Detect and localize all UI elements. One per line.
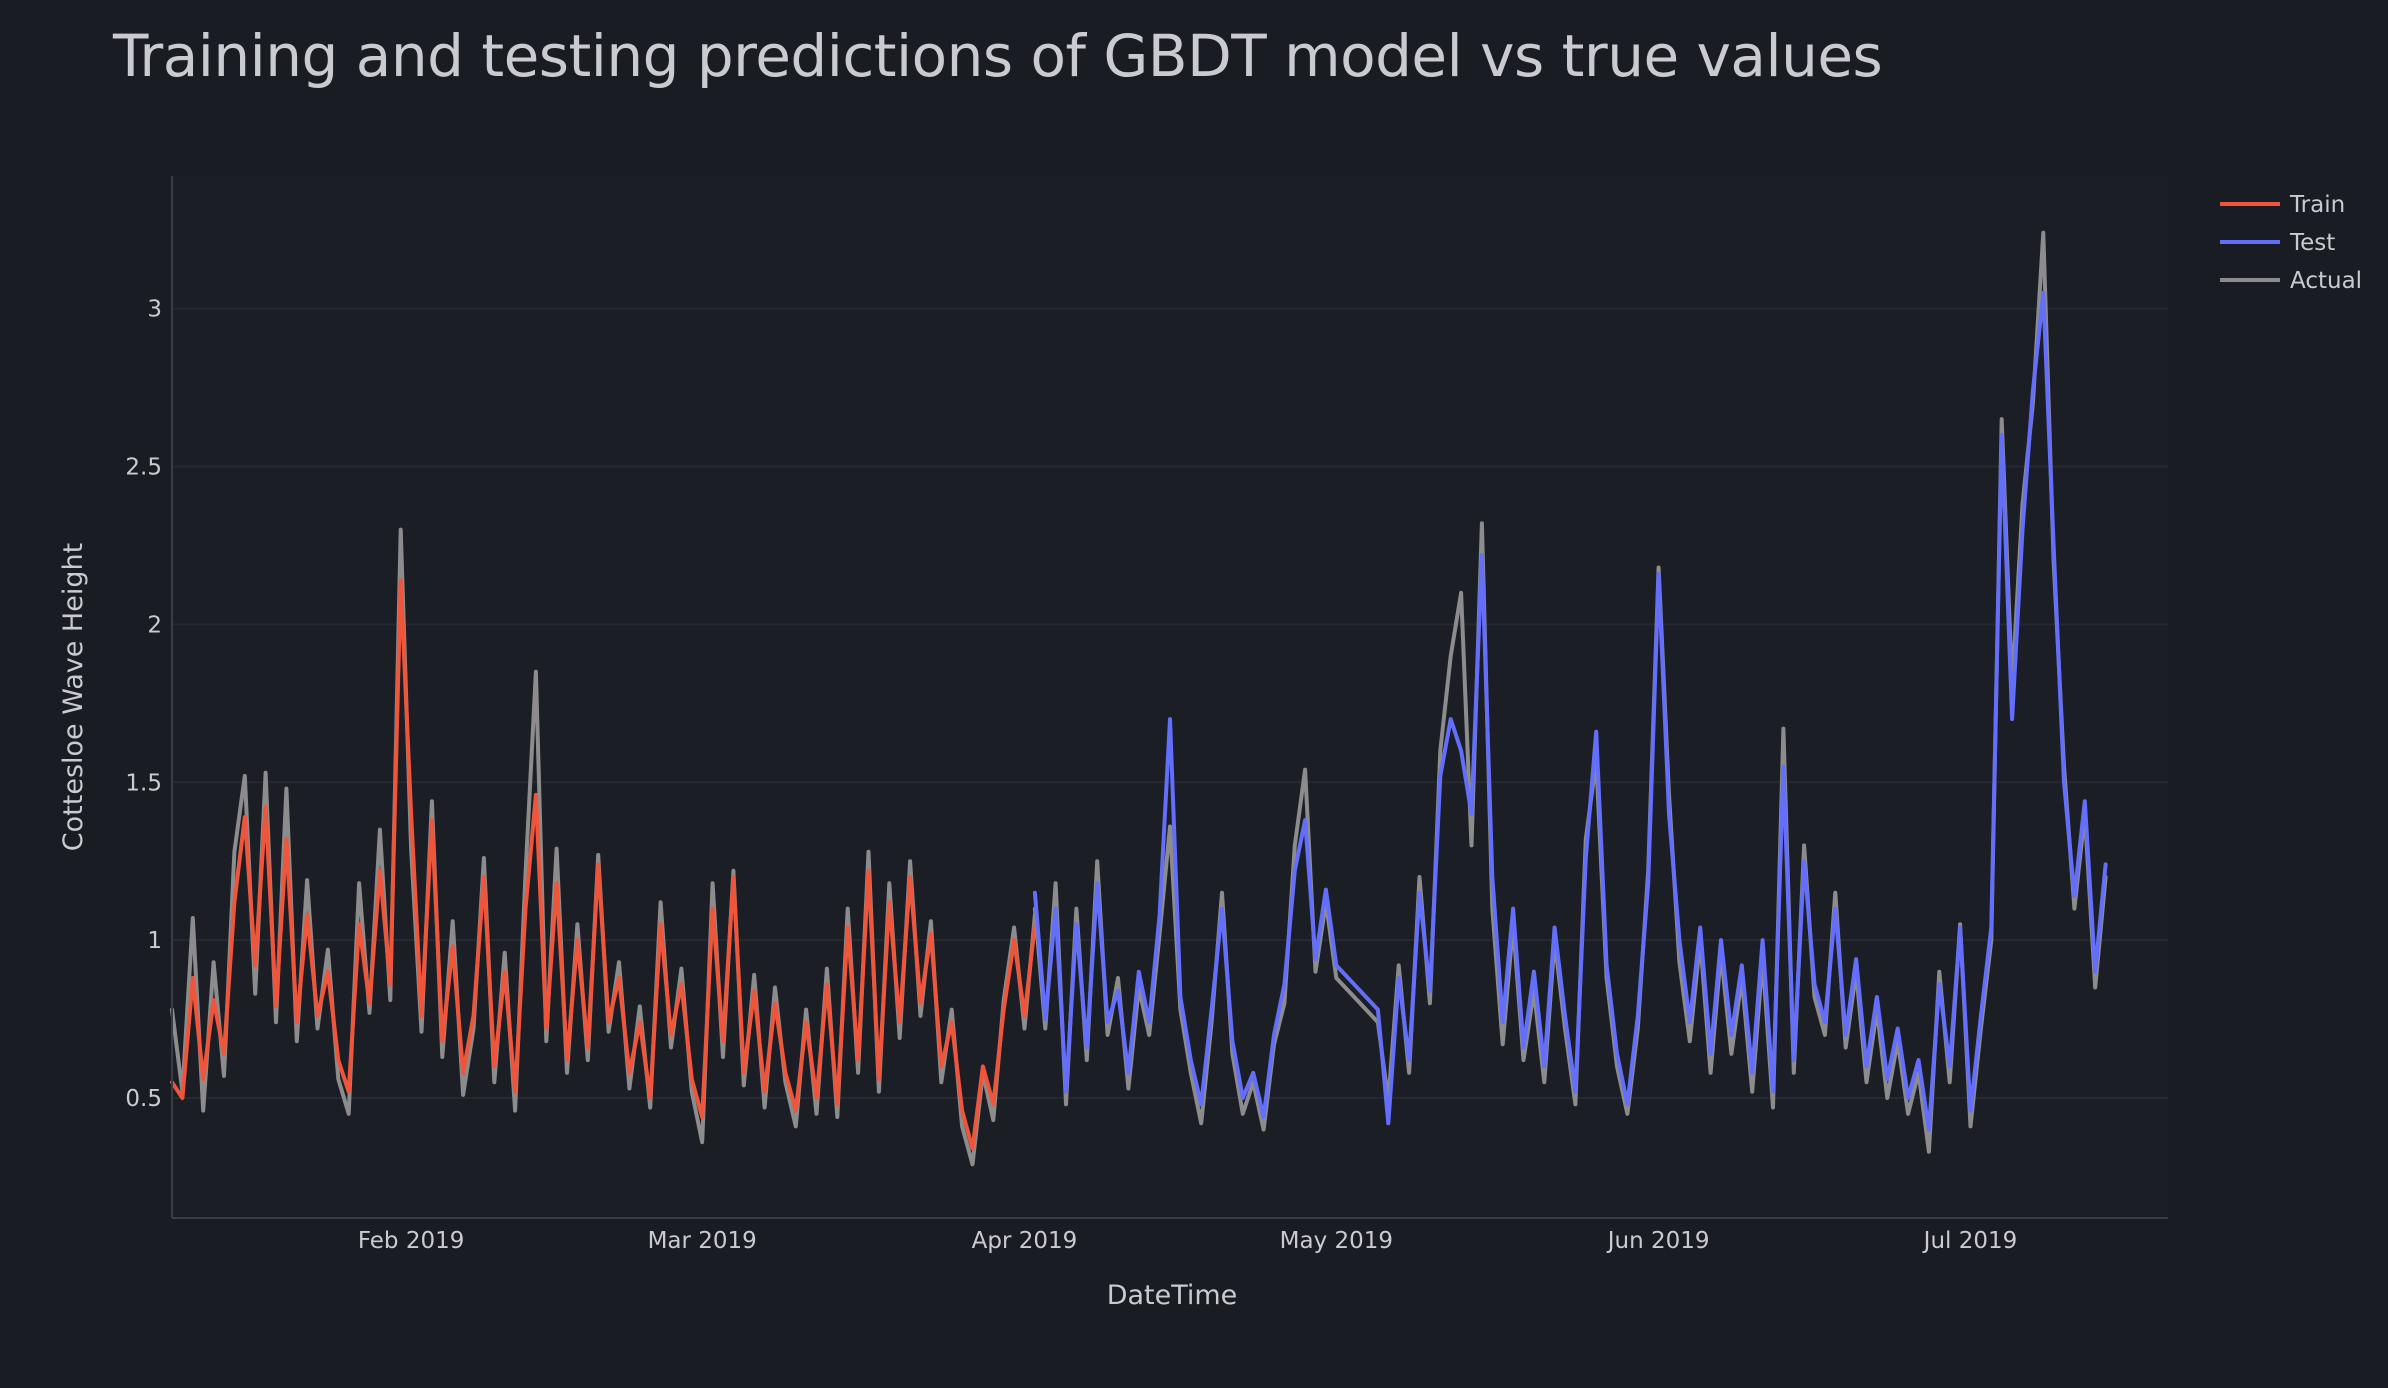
y-tick-label: 2.5 bbox=[125, 454, 162, 480]
legend-label-actual: Actual bbox=[2290, 268, 2362, 294]
legend-label-train: Train bbox=[2289, 192, 2345, 218]
y-tick-label: 0.5 bbox=[125, 1086, 162, 1112]
x-tick-label: Jul 2019 bbox=[1922, 1228, 2018, 1254]
x-tick-label: Apr 2019 bbox=[972, 1228, 1078, 1254]
x-tick-label: Mar 2019 bbox=[648, 1228, 757, 1254]
series-line-test bbox=[1032, 290, 2108, 1132]
y-tick-label: 1 bbox=[147, 928, 162, 954]
y-axis-title: Cottesloe Wave Height bbox=[58, 543, 89, 851]
chart-title: Training and testing predictions of GBDT… bbox=[113, 22, 1883, 90]
y-tick-label: 3 bbox=[147, 297, 162, 323]
x-tick-labels: Feb 2019 Mar 2019 Apr 2019 May 2019 Jun 2019… bbox=[358, 1228, 2017, 1254]
x-tick-label: May 2019 bbox=[1280, 1228, 1393, 1254]
y-tick-label: 2 bbox=[147, 612, 162, 638]
series-line-train bbox=[170, 578, 1037, 1151]
legend: Train Test Actual bbox=[2220, 192, 2362, 294]
x-tick-label: Jun 2019 bbox=[1606, 1228, 1710, 1254]
x-tick-label: Feb 2019 bbox=[358, 1228, 465, 1254]
gridlines bbox=[172, 307, 2168, 1100]
series-lines bbox=[170, 230, 2108, 1167]
y-tick-labels: 0.5 1 1.5 2 2.5 3 bbox=[125, 297, 162, 1112]
legend-label-test: Test bbox=[2289, 230, 2335, 256]
plot-area bbox=[172, 176, 2168, 1218]
x-axis-title: DateTime bbox=[1107, 1280, 1238, 1311]
y-tick-label: 1.5 bbox=[125, 770, 162, 796]
